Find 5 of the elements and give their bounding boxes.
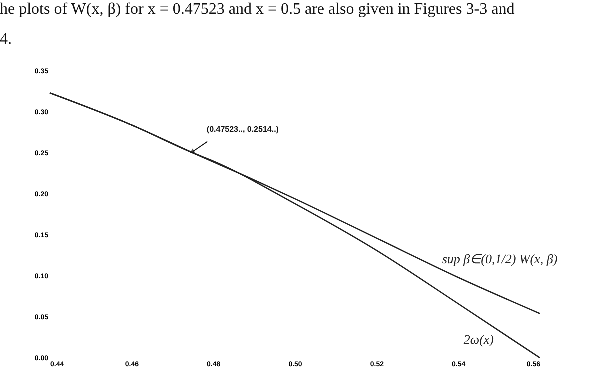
series-label: 2ω(x)	[464, 332, 494, 347]
annotation: (0.47523.., 0.2514..)	[206, 124, 280, 134]
series-label: sup β∈(0,1/2) W(x, β)	[442, 252, 558, 267]
text: he plots of W(x, β) for x = 0.47523 and x = 0.5 are also given in Figures 3-3 and	[0, 1, 515, 18]
text: 4.	[0, 31, 12, 48]
